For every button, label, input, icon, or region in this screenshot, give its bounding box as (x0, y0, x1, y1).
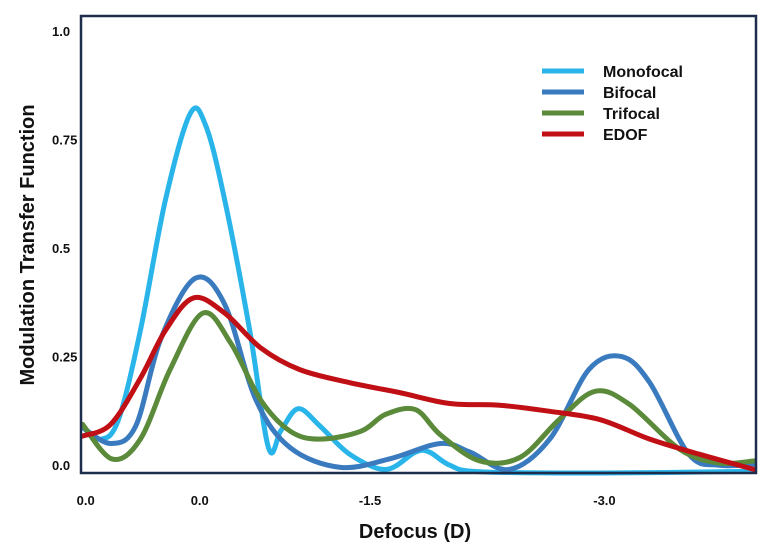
x-tick-labels: 0.0 0.0 -1.5 -3.0 (77, 493, 616, 508)
legend-item: EDOF (542, 127, 648, 144)
x-tick-label: 0.0 (191, 493, 209, 508)
x-tick-label: -3.0 (593, 493, 615, 508)
legend-label: Bifocal (603, 85, 656, 102)
series-line-trifocal (80, 310, 757, 467)
y-tick-label: 0.75 (52, 132, 77, 147)
legend-label: Monofocal (603, 64, 683, 81)
series-line-edof (80, 294, 757, 473)
legend: Monofocal Bifocal Trifocal EDOF (542, 64, 683, 144)
legend-label: EDOF (603, 127, 648, 144)
legend-item: Monofocal (542, 64, 683, 81)
x-tick-label: 0.0 (77, 493, 95, 508)
series-line-monofocal (80, 105, 757, 476)
y-tick-labels: 1.0 0.75 0.5 0.25 0.0 (52, 24, 77, 473)
y-axis-label: Modulation Transfer Function (17, 104, 39, 385)
x-tick-label: -1.5 (359, 493, 381, 508)
y-tick-label: 0.25 (52, 350, 77, 365)
legend-label: Trifocal (603, 106, 660, 123)
plot-frame (79, 14, 758, 475)
legend-item: Trifocal (542, 106, 660, 123)
y-tick-label: 0.0 (52, 458, 70, 473)
x-axis-label: Defocus (D) (359, 521, 471, 543)
y-tick-label: 1.0 (52, 24, 70, 39)
legend-item: Bifocal (542, 85, 656, 102)
y-tick-label: 0.5 (52, 241, 70, 256)
series-lines (80, 105, 757, 476)
